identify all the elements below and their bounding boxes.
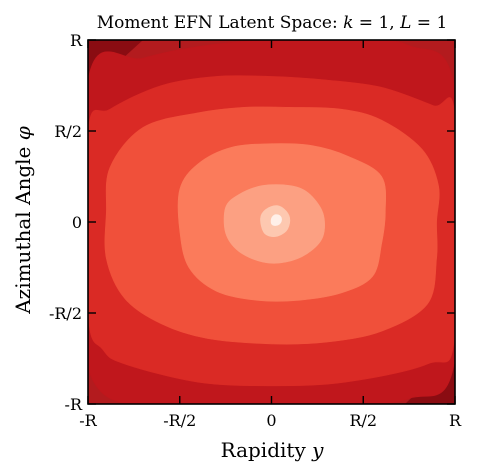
- x-tick-label: -R/2: [163, 411, 196, 430]
- chart-title: Moment EFN Latent Space: k = 1, L = 1: [97, 13, 448, 33]
- y-tick-label: -R: [65, 395, 83, 414]
- contour-levels: [88, 40, 455, 404]
- x-tick-label: R/2: [349, 411, 377, 430]
- y-tick-label: 0: [72, 213, 82, 232]
- x-axis: -R -R/2 0 R/2 R: [79, 40, 462, 430]
- y-tick-label: -R/2: [49, 304, 82, 323]
- y-axis: -R -R/2 0 R/2 R: [49, 31, 455, 414]
- contour-level-7: [270, 214, 282, 226]
- y-axis-label: Azimuthal Angle φ: [11, 126, 35, 315]
- plot-area: [88, 40, 455, 404]
- y-tick-label: R/2: [54, 122, 82, 141]
- y-tick-label: R: [70, 31, 83, 50]
- x-tick-label: R: [449, 411, 462, 430]
- x-tick-label: 0: [266, 411, 276, 430]
- x-axis-label: Rapidity y: [221, 438, 325, 462]
- x-tick-label: -R: [79, 411, 97, 430]
